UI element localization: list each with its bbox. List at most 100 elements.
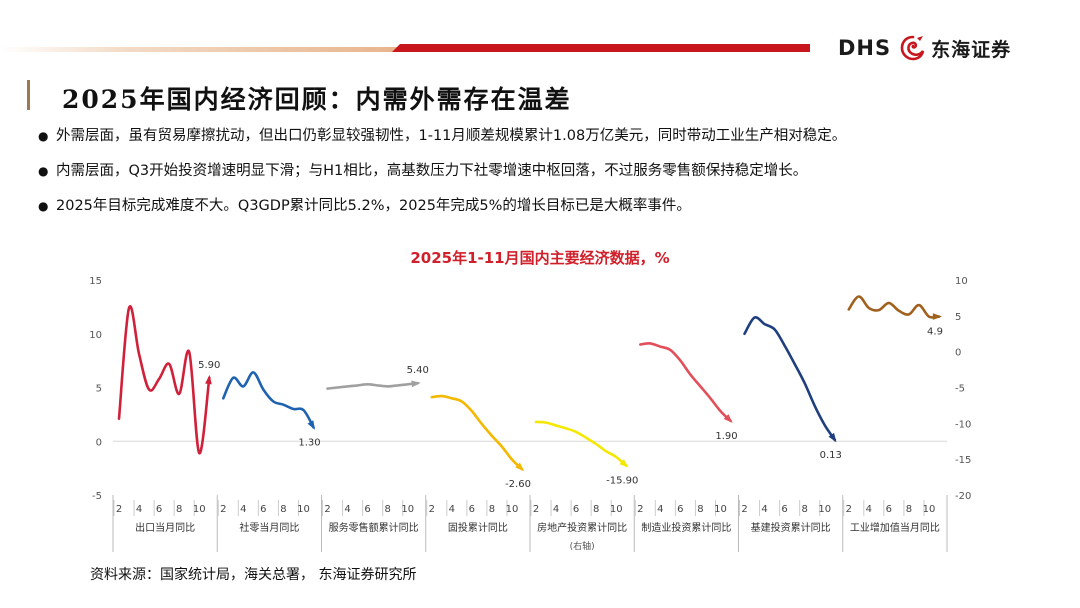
left-axis-tick-label: -5: [92, 491, 102, 502]
bullet-text: 2025年目标完成难度不大。Q3GDP累计同比5.2%，2025年完成5%的增长…: [56, 198, 691, 214]
x-tick-label: 6: [573, 504, 579, 515]
chart-title: 2025年1-11月国内主要经济数据，%: [410, 249, 670, 267]
category-label: 出口当月同比: [135, 521, 195, 534]
x-tick-label: 6: [886, 504, 892, 515]
bullet-item: ● 2025年目标完成难度不大。Q3GDP累计同比5.2%，2025年完成5%的增…: [38, 197, 846, 215]
x-tick-label: 10: [297, 504, 310, 515]
x-tick-label: 6: [364, 504, 370, 515]
series-end-arrow: [723, 414, 733, 423]
x-tick-label: 8: [489, 504, 495, 515]
x-tick-label: 4: [553, 504, 559, 515]
x-tick-label: 4: [136, 504, 142, 515]
x-tick-label: 10: [714, 504, 727, 515]
x-tick-label: 10: [193, 504, 206, 515]
bullet-text: 外需层面，虽有贸易摩擦扰动，但出口仍彰显较强韧性，1-11月顺差规模累计1.08…: [56, 128, 847, 144]
source-note: 资料来源：国家统计局，海关总署， 东海证券研究所: [90, 567, 417, 583]
bullet-dot-icon: ●: [38, 129, 49, 143]
bullet-item: ● 外需层面，虽有贸易摩擦扰动，但出口仍彰显较强韧性，1-11月顺差规模累计1.0…: [38, 127, 846, 145]
series-end-label: 5.90: [198, 360, 220, 371]
x-tick-label: 10: [506, 504, 519, 515]
x-tick-label: 4: [449, 504, 455, 515]
bullet-dot-icon: ●: [38, 199, 49, 213]
left-axis-tick-label: 10: [89, 330, 102, 341]
header-accent-bar: [0, 44, 810, 52]
page-title: 2025年国内经济回顾：内需外需存在温差: [62, 85, 572, 114]
bullet-item: ● 内需层面，Q3开始投资增速明显下滑；与H1相比，高基数压力下社零增速中枢回落，…: [38, 162, 846, 180]
x-tick-label: 2: [429, 504, 435, 515]
x-tick-label: 10: [818, 504, 831, 515]
x-tick-label: 8: [801, 504, 807, 515]
series-end-label: 1.90: [715, 431, 737, 442]
left-axis-tick-label: 0: [96, 437, 102, 448]
series-end-label: 5.40: [407, 365, 429, 376]
x-tick-label: 4: [657, 504, 663, 515]
left-axis-tick-label: 15: [89, 276, 102, 287]
series-line: [430, 394, 524, 471]
x-tick-label: 10: [401, 504, 414, 515]
series-end-arrow: [515, 462, 525, 472]
x-tick-label: 6: [781, 504, 787, 515]
right-axis-tick-label: -20: [955, 491, 971, 502]
x-tick-label: 8: [593, 504, 599, 515]
x-tick-label: 6: [156, 504, 162, 515]
category-label: 服务零售额累计同比: [329, 521, 419, 534]
logo-chinese-name: 东海证券: [931, 38, 1012, 61]
series-line: [639, 342, 732, 423]
series-end-arrow: [828, 432, 837, 443]
series-line: [534, 420, 628, 467]
x-tick-label: 2: [846, 504, 852, 515]
x-tick-label: 4: [240, 504, 246, 515]
x-tick-label: 2: [324, 504, 330, 515]
x-tick-label: 2: [220, 504, 226, 515]
right-axis-tick-label: -5: [955, 384, 965, 395]
series-end-label: 1.30: [298, 437, 320, 448]
category-label: 固投累计同比: [448, 521, 508, 534]
x-tick-label: 2: [116, 504, 122, 515]
left-axis-tick-label: 5: [96, 384, 102, 395]
right-axis-tick-label: 10: [955, 276, 968, 287]
series-end-arrow: [619, 459, 629, 468]
x-tick-label: 6: [677, 504, 683, 515]
series-end-label: -2.60: [505, 479, 531, 490]
series-line: [326, 381, 420, 390]
x-tick-label: 8: [697, 504, 703, 515]
x-tick-label: 10: [923, 504, 936, 515]
series-end-label: 0.13: [820, 450, 842, 461]
series-line: [117, 304, 211, 455]
series-end-arrow: [411, 380, 421, 388]
right-axis-tick-label: -15: [955, 455, 971, 466]
x-tick-label: 4: [344, 504, 350, 515]
x-tick-label: 8: [176, 504, 182, 515]
bullet-dot-icon: ●: [38, 164, 49, 178]
series-end-arrow: [932, 313, 942, 320]
dragon-emblem-icon: [900, 35, 925, 61]
right-axis-tick-label: 5: [955, 312, 961, 323]
x-tick-label: 2: [741, 504, 747, 515]
x-tick-label: 4: [866, 504, 872, 515]
category-label: 社零当月同比: [239, 521, 299, 534]
category-label: 工业增加值当月同比: [850, 521, 940, 534]
x-tick-label: 4: [761, 504, 767, 515]
x-tick-label: 8: [280, 504, 286, 515]
x-tick-label: 8: [384, 504, 390, 515]
series-end-arrow: [205, 374, 212, 385]
series-end-label: -15.90: [606, 476, 638, 487]
category-sublabel: (右轴): [570, 540, 595, 552]
category-label: 房地产投资累计同比: [537, 521, 627, 534]
x-tick-label: 2: [533, 504, 539, 515]
x-tick-label: 8: [906, 504, 912, 515]
header-accent-fade: [0, 47, 400, 52]
right-axis-tick-label: 0: [955, 348, 961, 359]
series-end-arrow: [307, 420, 316, 430]
right-axis-tick-label: -10: [955, 419, 971, 430]
series-line: [743, 316, 837, 442]
series-end-label: 4.9: [927, 327, 943, 338]
bullet-list: ● 外需层面，虽有贸易摩擦扰动，但出口仍彰显较强韧性，1-11月顺差规模累计1.0…: [38, 127, 846, 232]
logo-text: DHS: [838, 36, 892, 60]
x-tick-label: 10: [610, 504, 623, 515]
title-marker: [27, 80, 30, 110]
series-line: [222, 371, 315, 429]
x-tick-label: 6: [469, 504, 475, 515]
x-tick-label: 6: [260, 504, 266, 515]
company-logo: DHS 东海证券: [838, 34, 1011, 62]
